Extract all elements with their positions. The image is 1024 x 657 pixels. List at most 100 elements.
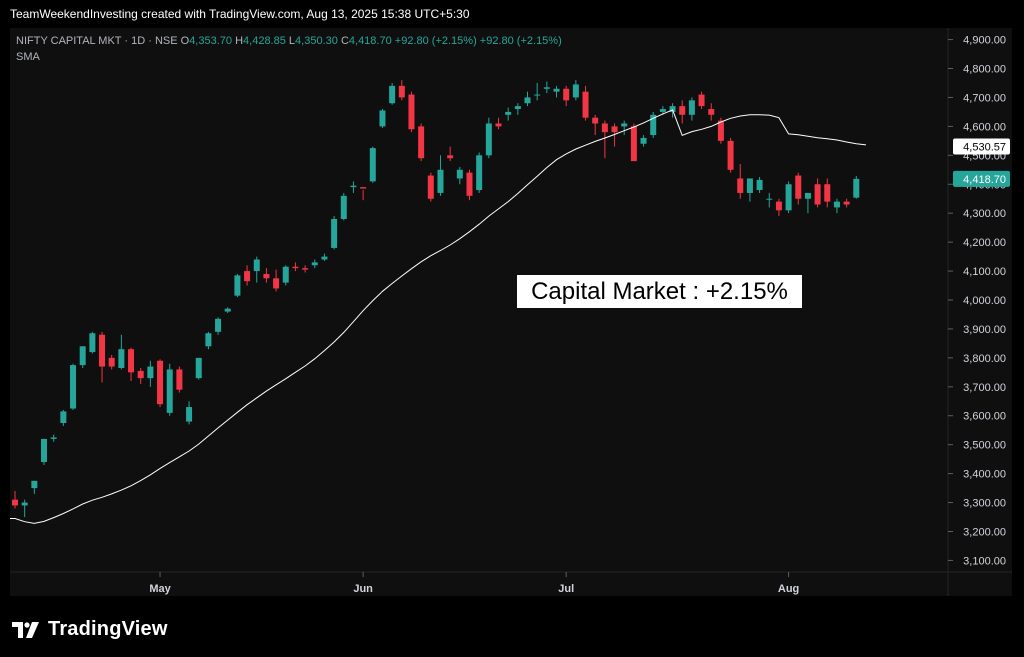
candle-body xyxy=(572,84,579,98)
candle-body xyxy=(157,360,164,405)
tradingview-logo-icon xyxy=(12,621,39,638)
candle-body xyxy=(659,109,666,112)
candle-body xyxy=(785,184,792,211)
candle-body xyxy=(224,308,231,312)
candle xyxy=(79,346,86,368)
candle-body xyxy=(398,85,405,98)
candle-body xyxy=(582,91,589,118)
candle xyxy=(746,178,753,202)
y-tick-label: 3,600.00 xyxy=(963,411,1006,423)
candle-body xyxy=(302,268,309,270)
candle-body xyxy=(350,185,357,188)
x-tick-label: Aug xyxy=(778,583,799,595)
y-tick-label: 3,900.00 xyxy=(963,324,1006,336)
candle xyxy=(31,480,38,494)
candle xyxy=(263,268,270,283)
tradingview-logo[interactable]: TradingView xyxy=(12,618,168,641)
candle xyxy=(273,269,280,292)
y-tick-label: 3,100.00 xyxy=(963,555,1006,567)
candle xyxy=(60,409,67,426)
candle-body xyxy=(688,100,695,115)
candle xyxy=(234,273,241,298)
y-tick-label: 4,200.00 xyxy=(963,237,1006,249)
candle-body xyxy=(543,87,550,89)
y-tick-label: 4,900.00 xyxy=(963,35,1006,47)
candle xyxy=(437,155,444,196)
candle-body xyxy=(630,126,637,162)
candle xyxy=(157,359,164,408)
candle-body xyxy=(601,123,608,133)
candle-body xyxy=(495,123,502,127)
candle xyxy=(737,164,744,199)
candle xyxy=(804,192,811,214)
candle-body xyxy=(282,266,289,283)
candle xyxy=(21,499,28,518)
candle xyxy=(621,120,628,136)
price-labels[interactable]: 4,530.57 4,418.70 xyxy=(953,138,1010,187)
candle-body xyxy=(669,106,676,112)
candle xyxy=(311,259,318,269)
price-label-text: 4,530.57 xyxy=(963,141,1006,153)
x-tick-label: May xyxy=(149,583,171,595)
symbol-name[interactable]: NIFTY CAPITAL MKT · 1D · NSE xyxy=(16,35,178,47)
candle-body xyxy=(31,480,38,489)
candle xyxy=(582,85,589,121)
candle xyxy=(775,198,782,217)
candle-body xyxy=(466,172,473,196)
symbol-legend[interactable]: NIFTY CAPITAL MKT · 1D · NSE O4,353.70 H… xyxy=(16,35,562,47)
candle-body xyxy=(476,155,483,191)
candle-body xyxy=(766,198,773,200)
y-tick-label: 4,300.00 xyxy=(963,208,1006,220)
candle xyxy=(814,178,821,208)
sma-indicator-label[interactable]: SMA xyxy=(16,51,40,63)
candle-body xyxy=(833,201,840,208)
candle-body xyxy=(311,262,318,266)
candle-body xyxy=(708,109,715,115)
candle-body xyxy=(756,179,763,191)
y-tick-label: 4,700.00 xyxy=(963,92,1006,104)
candle-body xyxy=(321,256,328,260)
candle xyxy=(253,256,260,283)
candle xyxy=(186,401,193,425)
candle-body xyxy=(186,407,193,422)
candle-body xyxy=(698,94,705,107)
sma-price-label[interactable]: 4,530.57 xyxy=(953,138,1010,155)
candle xyxy=(534,82,541,101)
candle-body xyxy=(379,110,386,127)
candle-body xyxy=(524,97,531,104)
y-tick-label: 3,300.00 xyxy=(963,498,1006,510)
y-tick-label: 3,200.00 xyxy=(963,526,1006,538)
candle-body xyxy=(621,123,628,127)
candle-body xyxy=(369,148,376,182)
candle-body xyxy=(418,126,425,159)
candle xyxy=(766,192,773,208)
candle-body xyxy=(640,137,647,144)
candle xyxy=(379,109,386,128)
candle xyxy=(176,366,183,393)
candle-body xyxy=(50,437,57,439)
candle-body xyxy=(99,334,106,367)
candle-body xyxy=(737,178,744,193)
candle-body xyxy=(563,88,570,101)
candle-body xyxy=(456,169,463,179)
close-label: C xyxy=(340,35,349,47)
candle xyxy=(418,123,425,162)
candle-body xyxy=(717,120,724,141)
candle-body xyxy=(205,333,212,347)
candle xyxy=(89,331,96,354)
x-axis-ticks: May Jun Jul Aug xyxy=(149,572,799,595)
candle xyxy=(137,368,144,384)
candle-body xyxy=(128,349,135,373)
candle xyxy=(70,363,77,410)
y-tick-label: 4,800.00 xyxy=(963,64,1006,76)
candle xyxy=(708,103,715,121)
last-price-label[interactable]: 4,418.70 xyxy=(953,170,1010,187)
candle-body xyxy=(70,365,77,409)
y-tick-label: 3,500.00 xyxy=(963,440,1006,452)
chart-frame xyxy=(10,28,1012,596)
candle-body xyxy=(427,175,434,199)
candle-body xyxy=(824,184,831,202)
y-tick-label: 3,700.00 xyxy=(963,382,1006,394)
candle xyxy=(688,97,695,121)
